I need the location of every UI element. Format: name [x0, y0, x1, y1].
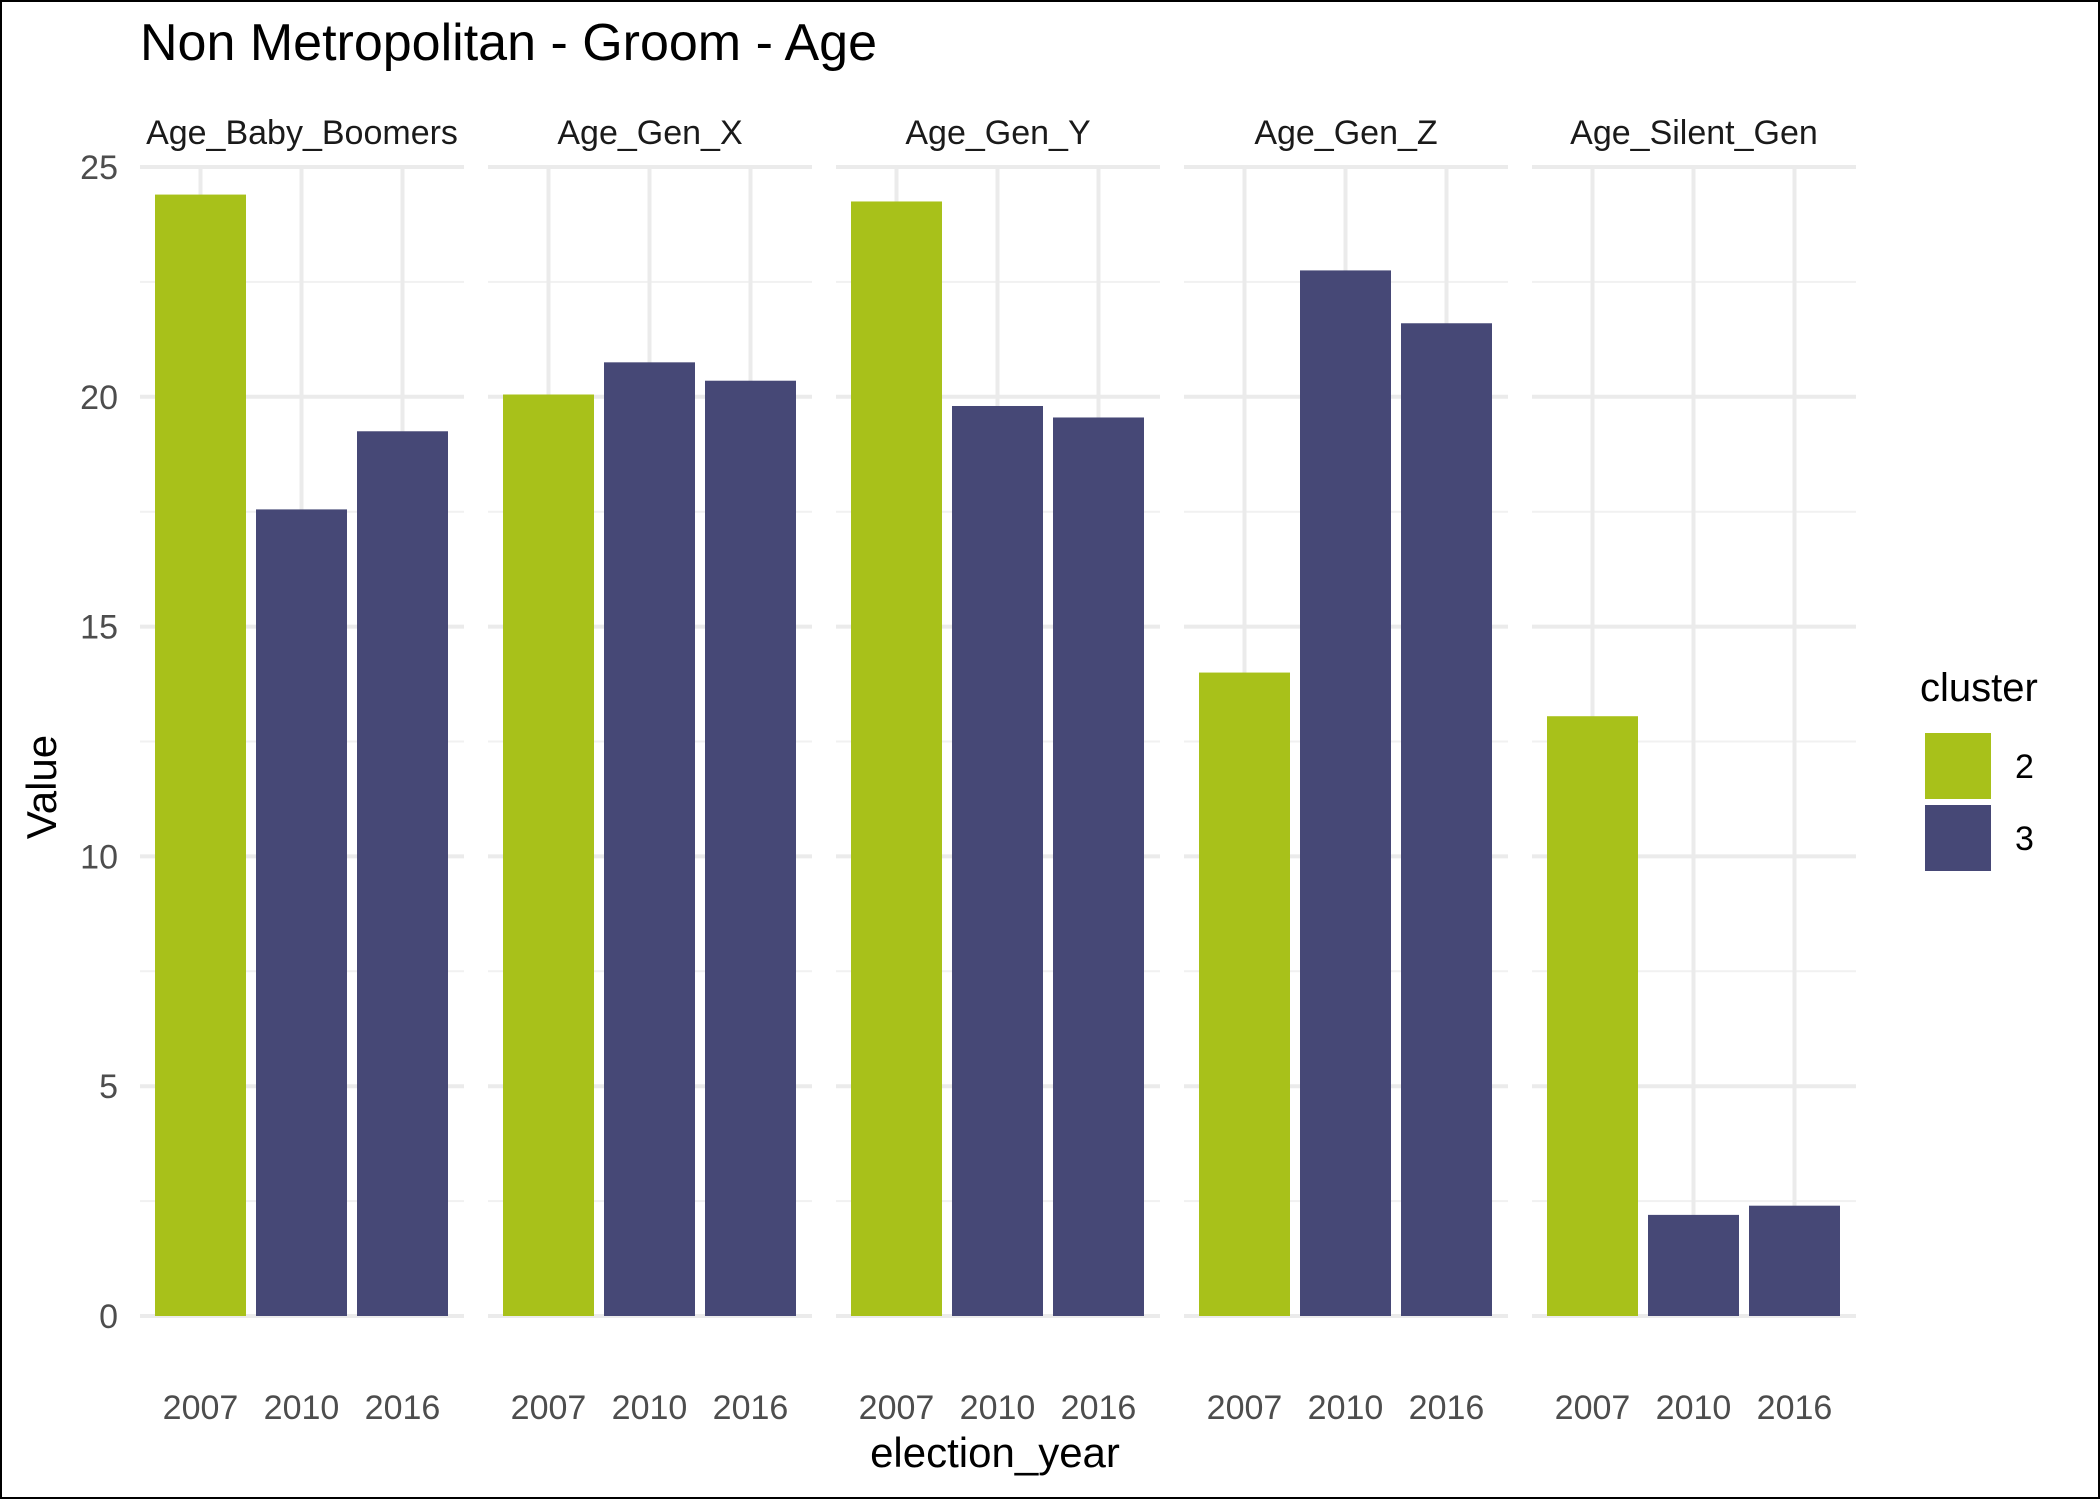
bar-age-gen-x-2007	[503, 394, 594, 1316]
bar-age-baby-boomers-2016	[357, 431, 448, 1316]
x-tick-label: 2007	[859, 1389, 935, 1427]
x-tick-label: 2016	[1757, 1389, 1833, 1427]
bar-age-gen-z-2016	[1401, 323, 1492, 1316]
bar-age-gen-y-2010	[952, 405, 1043, 1316]
y-tick-label: 15	[80, 609, 118, 647]
x-tick-label: 2007	[1207, 1389, 1283, 1427]
x-tick-label: 2016	[365, 1389, 441, 1427]
bar-age-gen-z-2007	[1199, 672, 1290, 1316]
bar-age-gen-x-2010	[604, 362, 695, 1317]
legend-swatch-3	[1925, 805, 1991, 871]
bar-age-baby-boomers-2007	[155, 194, 246, 1316]
legend-label-3: 3	[2015, 820, 2034, 858]
legend: cluster 23	[1920, 666, 2038, 871]
facet-label-age-baby-boomers: Age_Baby_Boomers	[146, 114, 458, 152]
x-tick-labels: 2007 2010 2016 2007 2010 2016 2007 2010 2016 2007…	[163, 1389, 1833, 1427]
y-tick-label: 25	[80, 149, 118, 187]
y-axis-title: Value	[18, 735, 65, 839]
bar-age-gen-y-2016	[1053, 417, 1144, 1316]
x-tick-label: 2007	[163, 1389, 239, 1427]
facet-label-age-gen-z: Age_Gen_Z	[1254, 114, 1437, 152]
x-tick-label: 2010	[960, 1389, 1036, 1427]
bar-layer	[155, 194, 1840, 1317]
facet-strip-labels: Age_Baby_Boomers Age_Gen_X Age_Gen_Y Age_Ge…	[146, 114, 1818, 152]
x-tick-label: 2016	[713, 1389, 789, 1427]
legend-swatch-2	[1925, 733, 1991, 799]
x-tick-label: 2007	[511, 1389, 587, 1427]
bar-age-gen-x-2016	[705, 380, 796, 1316]
x-tick-label: 2016	[1409, 1389, 1485, 1427]
x-tick-label: 2010	[1308, 1389, 1384, 1427]
bar-age-silent-gen-2007	[1547, 716, 1638, 1316]
bar-age-baby-boomers-2010	[256, 509, 347, 1317]
x-axis-title: election_year	[870, 1429, 1120, 1476]
bar-age-silent-gen-2016	[1749, 1205, 1840, 1316]
y-tick-label: 20	[80, 379, 118, 417]
y-tick-label: 5	[99, 1068, 118, 1106]
legend-items: 23	[1925, 733, 2034, 871]
y-tick-labels: 0 5 10 15 20 25	[80, 149, 118, 1336]
facet-label-age-gen-y: Age_Gen_Y	[905, 114, 1090, 152]
bar-age-gen-z-2010	[1300, 270, 1391, 1316]
x-tick-label: 2016	[1061, 1389, 1137, 1427]
x-tick-label: 2010	[264, 1389, 340, 1427]
bar-age-silent-gen-2010	[1648, 1214, 1739, 1316]
legend-label-2: 2	[2015, 748, 2034, 786]
x-tick-label: 2010	[1656, 1389, 1732, 1427]
chart-title: Non Metropolitan - Groom - Age	[140, 14, 877, 72]
y-tick-label: 10	[80, 838, 118, 876]
legend-title: cluster	[1920, 666, 2038, 710]
bar-age-gen-y-2007	[851, 201, 942, 1317]
facet-label-age-gen-x: Age_Gen_X	[557, 114, 742, 152]
facet-label-age-silent-gen: Age_Silent_Gen	[1570, 114, 1818, 152]
x-tick-label: 2007	[1555, 1389, 1631, 1427]
y-tick-label: 0	[99, 1298, 118, 1336]
x-tick-label: 2010	[612, 1389, 688, 1427]
